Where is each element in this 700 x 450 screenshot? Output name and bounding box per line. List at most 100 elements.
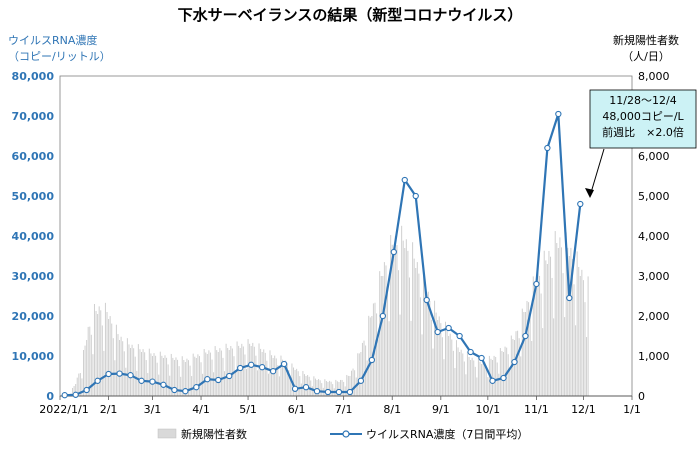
daily-case-bar [186, 358, 188, 396]
daily-case-bar [578, 267, 580, 396]
daily-case-bar [455, 340, 457, 396]
rna-point [346, 388, 354, 396]
legend-bar-swatch [157, 428, 177, 439]
daily-case-bar [340, 379, 342, 396]
daily-case-bar [560, 247, 562, 396]
daily-case-bar [256, 370, 258, 396]
daily-case-bar [264, 352, 266, 396]
daily-case-bar [402, 240, 404, 396]
daily-case-bar [565, 232, 567, 396]
daily-case-bar [244, 354, 246, 396]
daily-case-bar [92, 354, 94, 396]
daily-case-bar [111, 323, 113, 396]
daily-case-bar [587, 276, 589, 396]
left-tick-label: 0 [46, 390, 54, 403]
daily-case-bar [84, 345, 86, 396]
daily-case-bar [125, 367, 127, 396]
legend-line-marker [342, 430, 350, 438]
daily-case-bar [75, 384, 77, 396]
right-tick-label: 5,000 [638, 190, 670, 203]
daily-case-bar [448, 336, 450, 396]
daily-case-bar [192, 353, 194, 396]
daily-case-bar [546, 264, 548, 396]
daily-case-bar [571, 259, 573, 396]
daily-case-bar [504, 346, 506, 396]
daily-case-bar [396, 245, 398, 396]
daily-case-bar [269, 350, 271, 396]
rna-point [544, 144, 551, 152]
daily-case-bar [180, 376, 182, 396]
daily-case-bar [211, 359, 213, 396]
rna-point [467, 348, 474, 356]
daily-case-bar [349, 376, 351, 396]
daily-case-bar [397, 270, 400, 396]
daily-case-bar [79, 373, 81, 396]
daily-case-bar [166, 357, 168, 396]
daily-case-bar [357, 353, 359, 396]
daily-case-bar [557, 248, 559, 396]
daily-case-bar [86, 340, 88, 396]
daily-case-bar [194, 356, 196, 396]
daily-case-bar [308, 376, 310, 396]
daily-case-bar [551, 277, 553, 396]
daily-case-bar [474, 366, 476, 396]
rna-point [204, 376, 211, 383]
daily-case-bar [554, 231, 556, 396]
rna-point [533, 280, 540, 288]
daily-case-bar [495, 356, 497, 396]
daily-case-bar [410, 320, 412, 396]
daily-case-bar [581, 269, 583, 396]
daily-case-bar [249, 343, 251, 396]
daily-case-bar [501, 351, 503, 396]
daily-case-bar [451, 339, 453, 396]
daily-case-bar [377, 339, 379, 396]
daily-case-bar [484, 362, 486, 396]
daily-case-bar [481, 364, 483, 396]
right-axis-label-line2: （人/日） [622, 50, 670, 63]
daily-case-bar [98, 306, 100, 396]
daily-case-bar [101, 325, 103, 396]
x-tick-label: 8/1 [383, 403, 401, 416]
rna-point [412, 192, 419, 200]
daily-case-bar [236, 341, 238, 396]
daily-case-bar [139, 349, 141, 396]
rna-point [445, 324, 452, 332]
annotation-arrow [589, 148, 605, 197]
daily-case-bar [366, 360, 368, 396]
rna-point [127, 372, 134, 379]
rna-point [269, 368, 277, 375]
daily-case-bar [153, 353, 155, 396]
daily-case-bar [238, 345, 240, 396]
daily-case-bar [553, 318, 555, 396]
daily-case-bar [150, 353, 152, 396]
daily-case-bar [161, 355, 163, 396]
rna-point [237, 364, 244, 372]
rna-point [478, 354, 485, 362]
daily-case-bar [239, 348, 241, 396]
right-tick-label: 6,000 [638, 150, 670, 163]
daily-case-bar [203, 349, 205, 396]
annotation-box [589, 89, 697, 149]
daily-case-bar [263, 349, 265, 396]
daily-case-bar [198, 356, 200, 396]
rna-point [577, 200, 584, 208]
daily-case-bar [178, 366, 180, 396]
daily-case-bar [81, 378, 83, 396]
daily-case-bar [156, 362, 158, 396]
daily-case-bar [272, 358, 274, 396]
rna-point [324, 388, 332, 396]
x-tick-label: 2/1 [100, 403, 118, 416]
daily-case-bar [258, 343, 260, 396]
rna-point [522, 332, 529, 340]
rna-point [313, 388, 321, 395]
daily-case-bar [159, 351, 161, 396]
annotation-arrowhead [585, 188, 594, 198]
daily-case-bar [346, 374, 348, 396]
daily-case-bar [314, 378, 316, 396]
rna-line-series [61, 110, 584, 399]
rna-point [566, 294, 573, 302]
left-tick-label: 10,000 [12, 350, 55, 363]
daily-case-bar [191, 376, 193, 396]
daily-case-bar [286, 363, 288, 396]
daily-case-bar [385, 265, 387, 396]
